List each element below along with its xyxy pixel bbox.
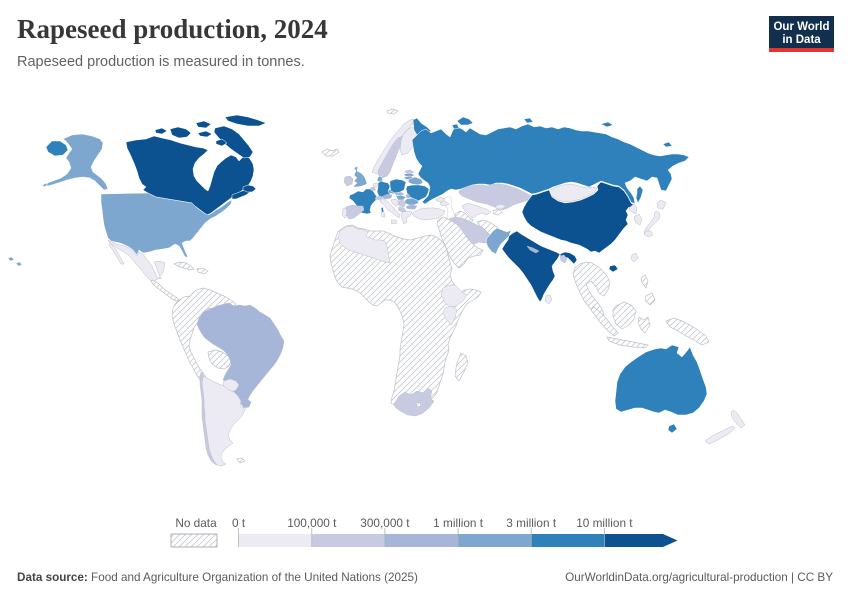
svg-text:1 million t: 1 million t [433, 516, 484, 530]
svg-text:300,000 t: 300,000 t [360, 516, 410, 530]
svg-text:3 million t: 3 million t [506, 516, 557, 530]
svg-text:100,000 t: 100,000 t [287, 516, 337, 530]
svg-text:No data: No data [175, 516, 217, 530]
svg-text:10 million t: 10 million t [576, 516, 633, 530]
svg-text:0 t: 0 t [232, 516, 246, 530]
